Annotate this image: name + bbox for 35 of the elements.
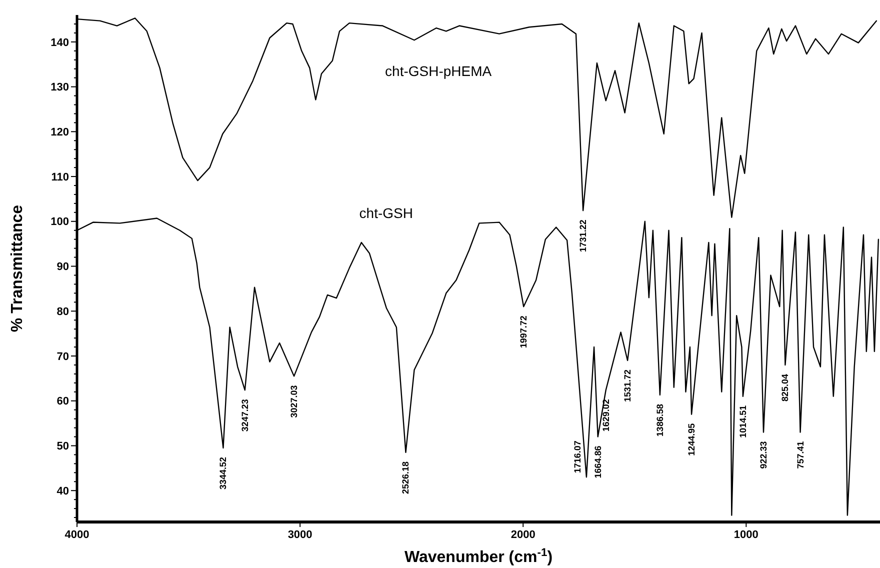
y-tick-label: 70 [56,350,69,363]
y-tick-label: 40 [56,485,69,498]
annotation: 1014.51 [738,405,748,438]
x-tick-label: 1000 [734,529,758,541]
y-tick-label: 100 [50,216,69,228]
annotation: 1716.07 [572,440,582,474]
annotation: 1664.86 [592,446,603,478]
y-tick-label: 140 [50,36,69,49]
annotation: 1244.95 [686,423,697,456]
x-tick-label: 3000 [288,529,312,541]
annotation: 922.33 [758,441,768,469]
annotation: 3027.03 [289,385,300,418]
text: cht-GSH-pHEMA [385,62,492,79]
x-axis-title: Wavenumber (cm$^{-1}$) [404,547,553,566]
annotation: 1531.72 [622,369,633,402]
annotation: 1629.02 [600,399,611,432]
y-tick-label: 60 [56,396,69,408]
y-tick-label: 130 [50,82,69,94]
x-tick-label: 4000 [64,529,90,541]
y-tick-label: 90 [56,261,69,274]
series-label: cht-GSH [359,204,413,221]
y-tick-label: 80 [56,306,69,318]
y-tick-label: 110 [51,171,69,184]
annotation: 1997.72 [518,316,529,348]
annotation: 825.04 [780,374,790,402]
annotation: 3344.52 [218,456,228,490]
annotation: 1731.22 [578,220,588,252]
annotation: 757.41 [795,441,806,469]
x-tick-label: 2000 [510,529,536,541]
annotation: 3247.23 [240,399,250,432]
y-axis-title: % Transmittance [9,204,26,332]
annotation: 2526.18 [400,461,411,494]
y-tick-label: 120 [50,126,69,139]
annotation: 1386.58 [654,404,665,437]
y-tick-label: 50 [56,440,69,453]
